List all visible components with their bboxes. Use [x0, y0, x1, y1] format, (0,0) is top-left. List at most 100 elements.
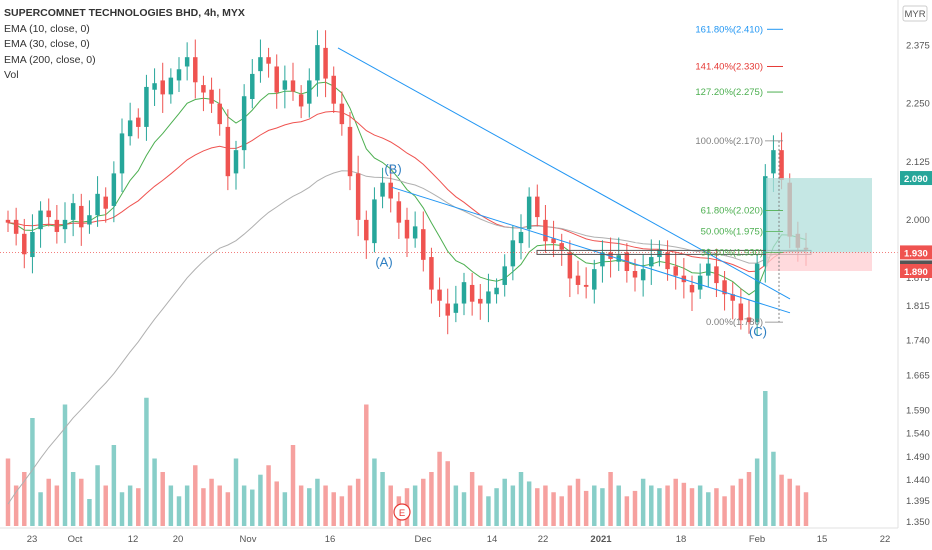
candle[interactable] — [518, 231, 524, 244]
candle[interactable] — [412, 226, 418, 239]
candle[interactable] — [274, 66, 279, 93]
candle[interactable] — [70, 203, 76, 220]
candle[interactable] — [282, 80, 288, 90]
candle[interactable] — [673, 266, 678, 276]
candle[interactable] — [763, 176, 768, 267]
candle[interactable] — [307, 80, 312, 104]
candle[interactable] — [583, 284, 589, 287]
legend-vol[interactable]: Vol — [4, 69, 19, 81]
candle[interactable] — [339, 103, 345, 125]
candle[interactable] — [209, 89, 214, 104]
candle[interactable] — [315, 45, 320, 81]
candle[interactable] — [62, 219, 68, 230]
candle[interactable] — [266, 57, 271, 64]
candle[interactable] — [46, 210, 51, 218]
candle[interactable] — [54, 219, 60, 232]
candle[interactable] — [233, 150, 239, 174]
candle[interactable] — [22, 233, 27, 255]
candle[interactable] — [103, 196, 108, 209]
candle[interactable] — [510, 240, 516, 267]
candle[interactable] — [225, 126, 231, 177]
candle[interactable] — [5, 219, 11, 223]
candle[interactable] — [87, 215, 92, 225]
candle[interactable] — [13, 219, 19, 234]
candle[interactable] — [347, 126, 353, 177]
candle[interactable] — [250, 73, 255, 100]
candle[interactable] — [714, 266, 719, 284]
candle[interactable] — [706, 263, 711, 276]
candle[interactable] — [689, 284, 695, 293]
candle[interactable] — [176, 69, 182, 81]
candle[interactable] — [217, 103, 222, 125]
candle[interactable] — [258, 57, 263, 72]
stop-zone[interactable] — [766, 252, 872, 271]
candle[interactable] — [746, 317, 752, 323]
candle[interactable] — [657, 249, 662, 258]
candle[interactable] — [290, 80, 296, 92]
candle[interactable] — [241, 96, 247, 151]
target-zone[interactable] — [766, 178, 872, 253]
candle[interactable] — [771, 150, 776, 174]
candle[interactable] — [738, 303, 744, 321]
candle[interactable] — [526, 196, 532, 230]
candle[interactable] — [396, 201, 402, 223]
legend-ema30[interactable]: EMA (30, close, 0) — [4, 38, 90, 50]
candle[interactable] — [502, 266, 507, 285]
candle[interactable] — [697, 275, 703, 290]
candle[interactable] — [136, 117, 141, 127]
candle[interactable] — [592, 269, 597, 290]
candle[interactable] — [372, 199, 377, 244]
candle[interactable] — [461, 282, 467, 304]
candle[interactable] — [665, 252, 670, 270]
candle[interactable] — [193, 57, 198, 83]
candle[interactable] — [111, 173, 117, 206]
candle[interactable] — [152, 83, 157, 90]
candle[interactable] — [779, 150, 784, 180]
candle[interactable] — [201, 85, 206, 93]
candle[interactable] — [380, 182, 385, 197]
candle[interactable] — [144, 86, 149, 127]
candle[interactable] — [445, 303, 450, 316]
candle[interactable] — [575, 275, 581, 285]
candle[interactable] — [364, 219, 369, 241]
candle[interactable] — [30, 231, 35, 258]
candle[interactable] — [404, 219, 410, 239]
candle[interactable] — [730, 294, 735, 301]
candle[interactable] — [600, 252, 605, 267]
candle[interactable] — [494, 287, 499, 295]
candle[interactable] — [331, 75, 336, 104]
candle[interactable] — [127, 120, 133, 137]
candle[interactable] — [160, 80, 165, 95]
candle[interactable] — [119, 133, 125, 174]
candle[interactable] — [535, 196, 540, 218]
candle[interactable] — [469, 284, 475, 302]
upper-trendline[interactable] — [337, 47, 791, 300]
legend-ema10[interactable]: EMA (10, close, 0) — [4, 22, 90, 35]
candle[interactable] — [722, 280, 727, 295]
candle[interactable] — [95, 193, 100, 216]
candle[interactable] — [608, 252, 613, 259]
candle[interactable] — [453, 303, 459, 313]
candle[interactable] — [478, 298, 483, 304]
candle[interactable] — [421, 229, 426, 260]
candle[interactable] — [429, 257, 434, 290]
legend-ema200[interactable]: EMA (200, close, 0) — [4, 53, 96, 66]
candle[interactable] — [551, 238, 556, 244]
candle[interactable] — [567, 252, 573, 279]
candle[interactable] — [38, 210, 43, 230]
candle[interactable] — [79, 205, 84, 228]
candle[interactable] — [298, 94, 304, 107]
candle[interactable] — [323, 47, 328, 79]
candle[interactable] — [632, 271, 638, 278]
candle[interactable] — [640, 269, 646, 281]
candle[interactable] — [437, 289, 442, 301]
candle[interactable] — [388, 182, 393, 199]
candle[interactable] — [168, 77, 174, 95]
candle[interactable] — [559, 243, 564, 250]
candle[interactable] — [649, 257, 654, 267]
candle[interactable] — [355, 173, 361, 220]
earnings-marker[interactable] — [393, 503, 411, 521]
candle[interactable] — [543, 219, 548, 242]
candle[interactable] — [754, 263, 760, 323]
